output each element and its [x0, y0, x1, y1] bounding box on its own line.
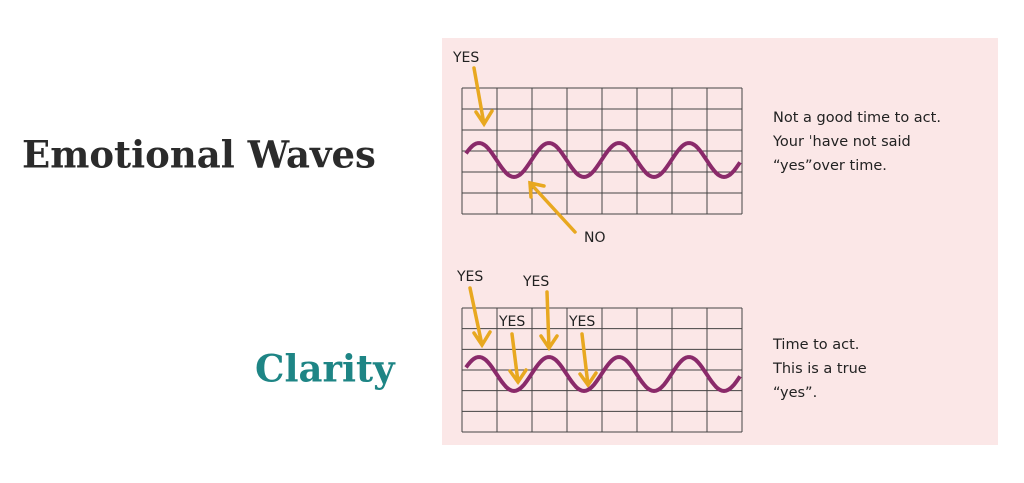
- wave: [464, 141, 742, 180]
- arrow: [578, 332, 598, 389]
- note-line: “yes”.: [773, 385, 817, 401]
- panel-bg: [442, 38, 998, 445]
- arrow: [528, 180, 577, 234]
- yes-label: YES: [456, 269, 483, 285]
- arrow: [539, 290, 559, 352]
- arrows: [468, 66, 598, 389]
- arrow: [472, 66, 494, 128]
- yes-label: YES: [522, 274, 549, 290]
- note-line: This is a true: [772, 361, 867, 377]
- arrow: [508, 332, 528, 386]
- grid: [461, 307, 743, 433]
- yes-label: YES: [498, 314, 525, 330]
- heading: Emotional Waves: [22, 133, 376, 177]
- note-line: “yes”over time.: [773, 158, 887, 174]
- heading: Clarity: [255, 347, 396, 391]
- no-label: NO: [584, 230, 606, 246]
- yes-label: YES: [452, 50, 479, 66]
- grid: [461, 87, 743, 215]
- note-line: Time to act.: [772, 337, 859, 353]
- note-line: Not a good time to act.: [773, 110, 941, 126]
- note-line: Your ˈhave not said: [772, 134, 911, 150]
- arrow: [468, 286, 492, 349]
- yes-label: YES: [568, 314, 595, 330]
- wave: [464, 355, 742, 394]
